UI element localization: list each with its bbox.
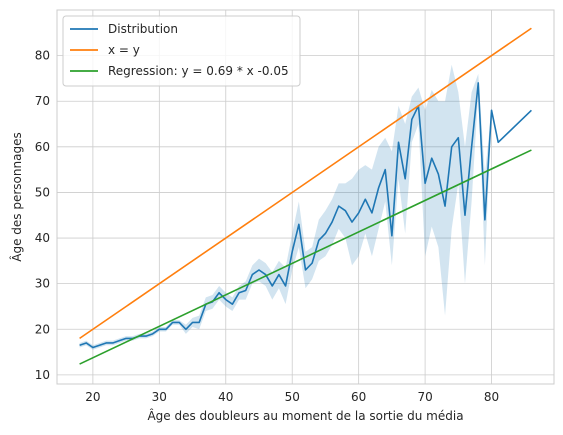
x-tick-label: 30: [152, 390, 167, 404]
legend-label-distribution: Distribution: [108, 22, 178, 36]
legend-label-regression: Regression: y = 0.69 * x -0.05: [108, 64, 289, 78]
series-lines: [79, 27, 532, 365]
distribution-line: [79, 82, 532, 349]
regression-line: [79, 149, 532, 365]
x-tick-label: 40: [218, 390, 233, 404]
y-tick-label: 70: [35, 94, 50, 108]
x-tick-label: 60: [351, 390, 366, 404]
y-axis-label: Âge des personnages: [9, 132, 24, 261]
y-tick-label: 50: [35, 185, 50, 199]
legend-label-identity: x = y: [108, 43, 140, 57]
confidence-band: [79, 64, 532, 350]
y-tick-label: 10: [35, 368, 50, 382]
distribution-confidence-band: [79, 64, 532, 350]
identity-line: [79, 27, 532, 340]
legend-frame: [62, 15, 301, 87]
x-axis-ticks: 20 30 40 50 60 70 80: [85, 390, 499, 404]
x-tick-label: 70: [417, 390, 432, 404]
y-tick-label: 30: [35, 277, 50, 291]
x-axis-label: Âge des doubleurs au moment de la sortie…: [147, 408, 463, 423]
legend: Distribution x = y Regression: y = 0.69 …: [62, 15, 301, 87]
x-tick-label: 50: [285, 390, 300, 404]
plot-frame: [56, 9, 555, 385]
y-tick-label: 80: [35, 49, 50, 63]
x-tick-label: 80: [484, 390, 499, 404]
y-tick-label: 20: [35, 322, 50, 336]
x-tick-label: 20: [85, 390, 100, 404]
y-axis-ticks: 10 20 30 40 50 60 70 80: [35, 49, 50, 382]
y-tick-label: 40: [35, 231, 50, 245]
y-tick-label: 60: [35, 140, 50, 154]
